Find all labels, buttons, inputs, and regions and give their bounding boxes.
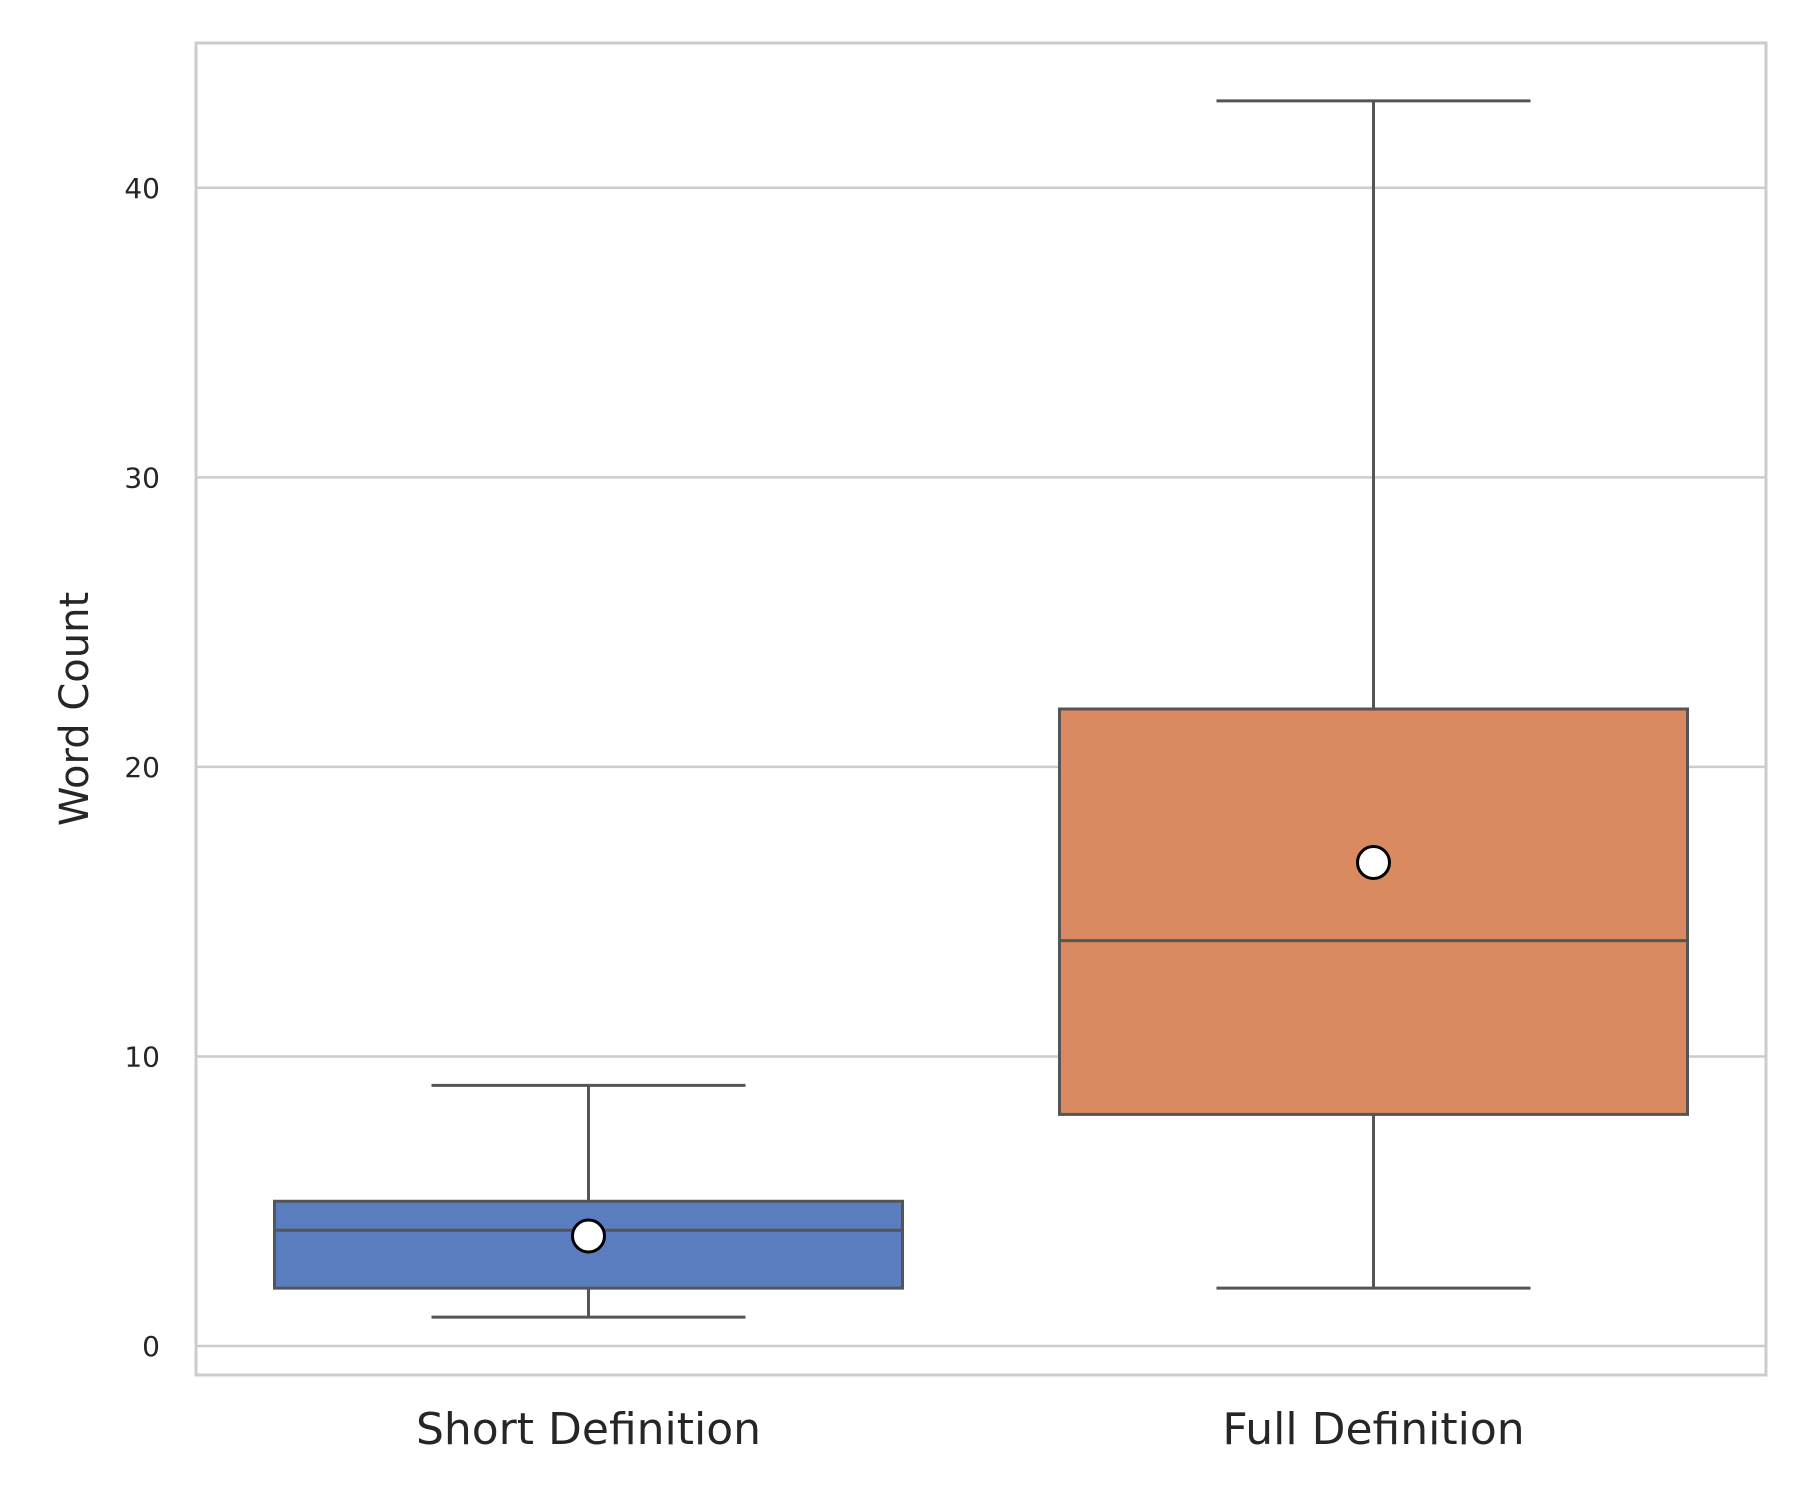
mean-marker bbox=[571, 1218, 606, 1254]
x-category-label: Short Definition bbox=[416, 1404, 761, 1455]
plot-frame bbox=[194, 41, 1768, 1377]
mean-marker bbox=[1356, 844, 1391, 880]
y-tick-label: 30 bbox=[124, 461, 160, 494]
category-labels: Short Definition Full Definition bbox=[416, 1404, 1525, 1455]
x-category-label: Full Definition bbox=[1222, 1404, 1524, 1455]
boxes bbox=[273, 99, 1689, 1319]
y-tick-label: 0 bbox=[142, 1330, 160, 1363]
box-group bbox=[273, 1083, 904, 1319]
y-tick-label: 40 bbox=[124, 172, 160, 205]
y-tick-labels: 0 10 20 30 40 bbox=[124, 172, 160, 1363]
y-tick-label: 20 bbox=[124, 751, 160, 784]
iqr-box bbox=[1058, 707, 1689, 1116]
y-axis-label: Word Count bbox=[52, 592, 98, 826]
y-tick-label: 10 bbox=[124, 1040, 160, 1073]
box-group bbox=[1058, 99, 1689, 1290]
